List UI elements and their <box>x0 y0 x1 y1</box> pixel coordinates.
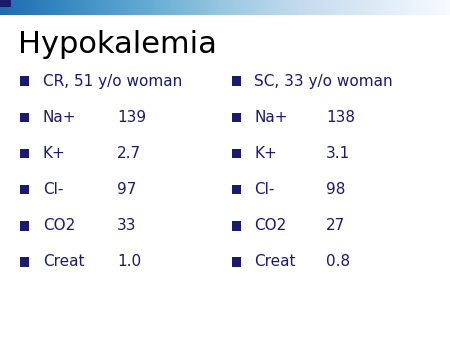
FancyBboxPatch shape <box>232 185 241 194</box>
Text: 0.8: 0.8 <box>326 255 351 269</box>
FancyBboxPatch shape <box>20 185 29 194</box>
FancyBboxPatch shape <box>20 113 29 122</box>
Text: Cl-: Cl- <box>43 182 63 197</box>
FancyBboxPatch shape <box>232 221 241 231</box>
FancyBboxPatch shape <box>20 221 29 231</box>
Text: SC, 33 y/o woman: SC, 33 y/o woman <box>254 74 393 89</box>
Text: CO2: CO2 <box>43 218 75 233</box>
Text: K+: K+ <box>254 146 277 161</box>
Text: CR, 51 y/o woman: CR, 51 y/o woman <box>43 74 182 89</box>
Text: 27: 27 <box>326 218 346 233</box>
FancyBboxPatch shape <box>232 113 241 122</box>
Text: CO2: CO2 <box>254 218 287 233</box>
Text: 1.0: 1.0 <box>117 255 141 269</box>
Text: 139: 139 <box>117 110 146 125</box>
Text: 138: 138 <box>326 110 355 125</box>
Text: Na+: Na+ <box>43 110 76 125</box>
FancyBboxPatch shape <box>232 149 241 158</box>
Text: 98: 98 <box>326 182 346 197</box>
FancyBboxPatch shape <box>20 76 29 86</box>
FancyBboxPatch shape <box>20 257 29 267</box>
Text: 97: 97 <box>117 182 136 197</box>
Text: K+: K+ <box>43 146 66 161</box>
Text: Hypokalemia: Hypokalemia <box>18 30 217 59</box>
FancyBboxPatch shape <box>232 257 241 267</box>
FancyBboxPatch shape <box>232 76 241 86</box>
Text: Creat: Creat <box>254 255 296 269</box>
Text: Cl-: Cl- <box>254 182 274 197</box>
Text: 3.1: 3.1 <box>326 146 351 161</box>
FancyBboxPatch shape <box>0 0 11 7</box>
Text: 2.7: 2.7 <box>117 146 141 161</box>
Text: Na+: Na+ <box>254 110 288 125</box>
Text: Creat: Creat <box>43 255 84 269</box>
FancyBboxPatch shape <box>20 149 29 158</box>
Text: 33: 33 <box>117 218 136 233</box>
